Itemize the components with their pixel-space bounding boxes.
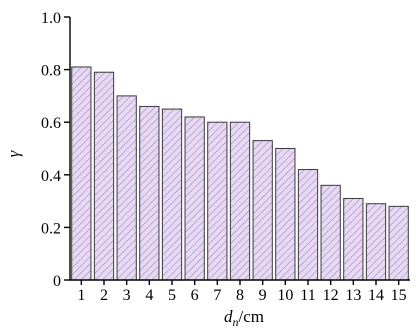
bar-8 — [229, 121, 251, 281]
bar-3 — [116, 95, 137, 281]
x-tick-label-12: 12 — [323, 287, 339, 304]
x-tick-label-10: 10 — [277, 287, 293, 304]
x-tick-label-1: 1 — [77, 287, 85, 304]
bar-7 — [207, 121, 228, 281]
x-tick-label-11: 11 — [300, 287, 315, 304]
y-tick-label-0.8: 0.8 — [41, 63, 61, 80]
x-tick-label-2: 2 — [100, 287, 108, 304]
bar-9 — [252, 140, 273, 281]
y-tick-label-0.4: 0.4 — [41, 168, 61, 185]
x-axis-title-unit: /cm — [239, 307, 265, 326]
x-tick-label-7: 7 — [213, 287, 221, 304]
bars — [71, 66, 409, 281]
axes — [64, 16, 410, 285]
x-tick-label-15: 15 — [391, 287, 407, 304]
x-tick-label-13: 13 — [345, 287, 361, 304]
bar-5 — [161, 108, 183, 281]
labels: 00.20.40.60.81.01 2 3 4 5 6 7 8 9 10 11 12 13 14 15 — [41, 10, 407, 304]
bar-13 — [343, 197, 364, 281]
bar-14 — [365, 203, 387, 281]
x-axis-title: dn/cm — [224, 307, 264, 329]
x-axis-title-main: d — [224, 307, 233, 326]
y-tick-label-1.0: 1.0 — [41, 10, 61, 27]
x-tick-label-9: 9 — [259, 287, 267, 304]
x-tick-label-4: 4 — [145, 287, 153, 304]
y-tick-label-0.6: 0.6 — [41, 115, 61, 132]
bar-11 — [297, 169, 319, 281]
bar-15 — [388, 205, 409, 281]
x-tick-label-14: 14 — [368, 287, 384, 304]
y-axis-title: γ — [4, 149, 23, 157]
bar-1 — [71, 66, 92, 281]
x-tick-label-3: 3 — [123, 287, 131, 304]
x-tick-label-6: 6 — [191, 287, 199, 304]
bar-12 — [320, 184, 341, 281]
bar-6 — [184, 116, 205, 281]
x-tick-label-5: 5 — [168, 287, 176, 304]
bar-2 — [93, 71, 115, 281]
x-tick-label-8: 8 — [236, 287, 244, 304]
x-axis-title-sub: n — [233, 315, 239, 329]
bar-10 — [275, 148, 296, 281]
y-tick-label-0: 0 — [53, 273, 61, 290]
bar-4 — [139, 105, 160, 281]
y-tick-label-0.2: 0.2 — [41, 220, 61, 237]
